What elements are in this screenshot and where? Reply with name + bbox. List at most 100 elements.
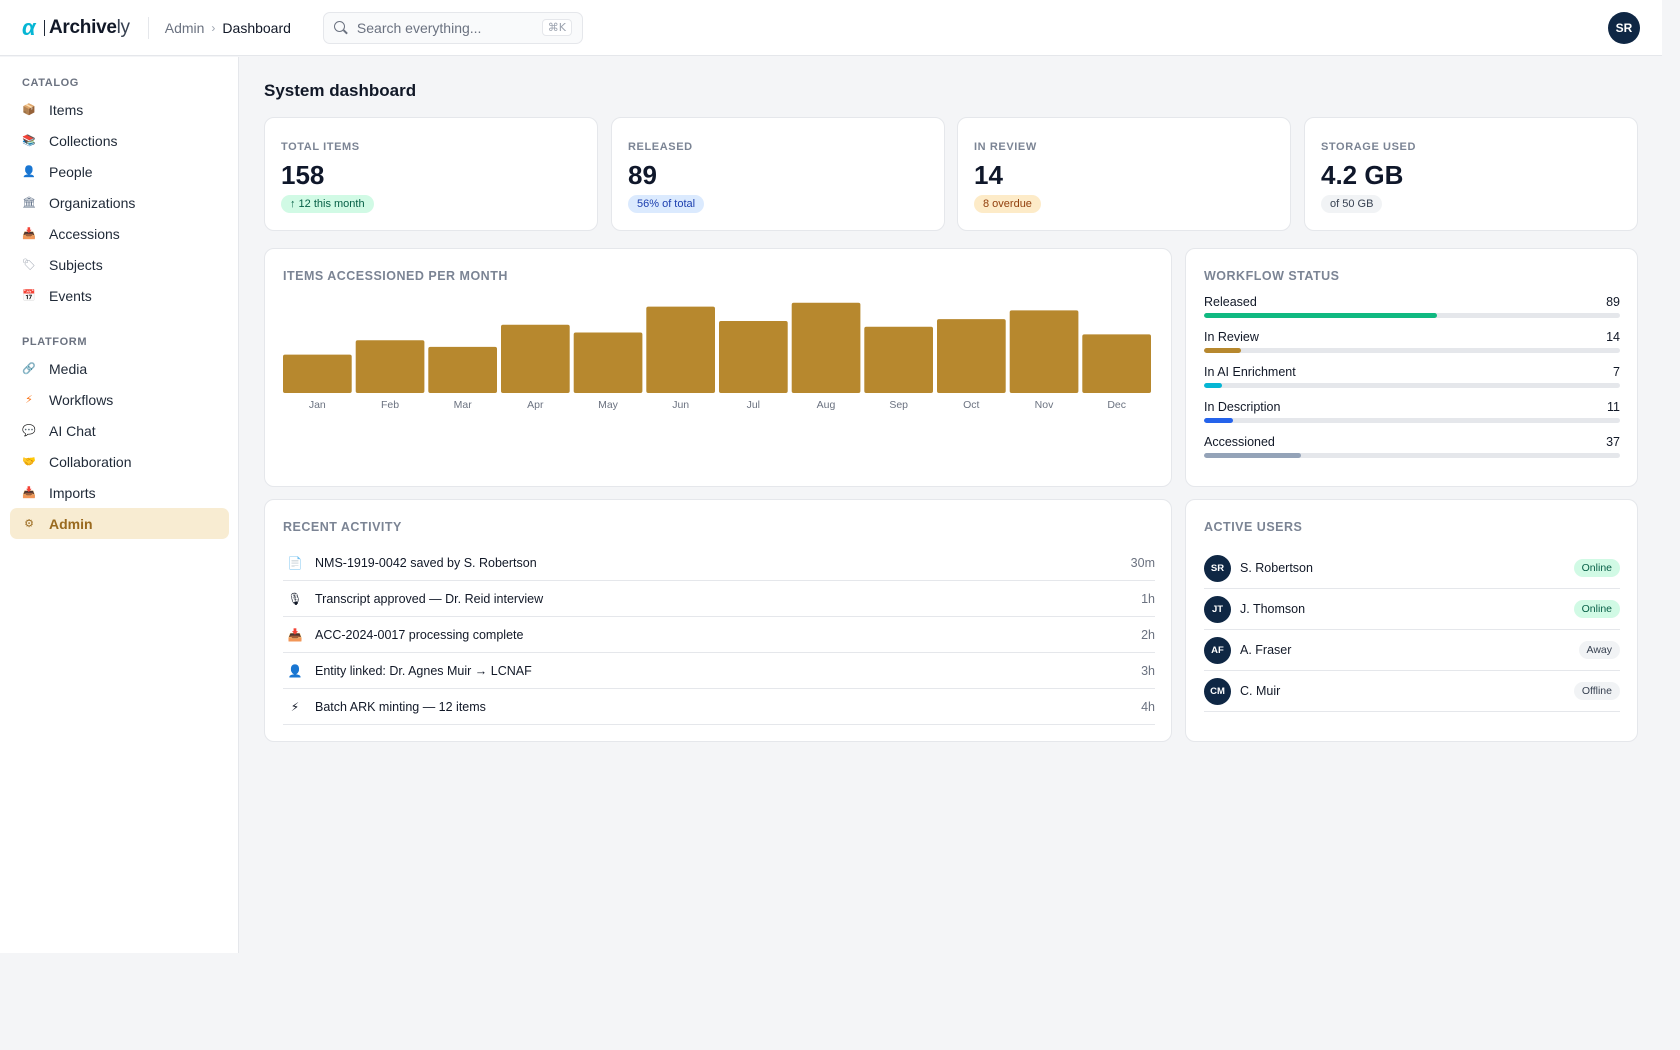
sidebar-item-label: Collections: [49, 132, 118, 149]
users-title: ACTIVE USERS: [1204, 520, 1303, 534]
sidebar-item-ai-chat[interactable]: 💬 AI Chat: [10, 415, 229, 446]
stat-label: STORAGE USED: [1321, 141, 1417, 153]
sidebar-item-workflows[interactable]: ⚡ Workflows: [10, 384, 229, 415]
sidebar-item-people[interactable]: 👤 People: [10, 156, 229, 187]
sidebar-item-label: Subjects: [49, 256, 103, 273]
stat-badge: ↑ 12 this month: [281, 195, 374, 213]
bar-chart: Jan Feb Mar Apr May Jun Jul Aug Sep Oct Nov Dec: [283, 302, 1151, 411]
package-icon: 📦: [22, 103, 36, 116]
workflow-progress-fill: [1204, 418, 1234, 423]
avatar: SR: [1204, 554, 1231, 582]
sidebar-item-label: Media: [49, 360, 88, 377]
user-row[interactable]: CM C. Muir Offline: [1204, 671, 1620, 712]
stat-card-total-items: TOTAL ITEMS 158 ↑ 12 this month: [264, 117, 598, 231]
activity-text: NMS-1919-0042 saved by S. Robertson: [315, 555, 537, 570]
workflow-row-head: In AI Enrichment 7: [1204, 365, 1620, 379]
sidebar-item-label: Admin: [49, 515, 93, 532]
tag-icon: 🏷: [22, 258, 36, 271]
activity-row[interactable]: ⚡ Batch ARK minting — 12 items 4h: [283, 689, 1155, 725]
stat-value: 89: [628, 160, 657, 190]
sidebar-item-collaboration[interactable]: 🤝 Collaboration: [10, 446, 229, 477]
logo-divider: [44, 19, 45, 36]
x-tick-label: Apr: [527, 399, 544, 411]
workflow-label: In Description: [1204, 400, 1281, 414]
workflow-count: 11: [1607, 400, 1620, 414]
bar-apr: [501, 324, 570, 393]
user-avatar[interactable]: SR: [1608, 12, 1640, 44]
bar-mar: [428, 346, 497, 393]
sidebar-item-imports[interactable]: 📥 Imports: [10, 477, 229, 508]
stat-value: 14: [974, 160, 1003, 190]
stat-card-storage-used: STORAGE USED 4.2 GB of 50 GB: [1304, 117, 1638, 231]
user-row[interactable]: SR S. Robertson Online: [1204, 548, 1620, 589]
x-tick-label: May: [598, 399, 619, 411]
breadcrumb-admin[interactable]: Admin: [164, 19, 205, 36]
activity-time: 2h: [1141, 627, 1155, 642]
workflow-label: Accessioned: [1204, 435, 1275, 449]
activity-time: 4h: [1141, 699, 1155, 714]
sidebar-item-admin[interactable]: ⚙ Admin: [10, 508, 229, 539]
sidebar-item-label: Collaboration: [49, 453, 132, 470]
activity-title: RECENT ACTIVITY: [283, 520, 402, 534]
activity-time: 30m: [1130, 555, 1155, 570]
activity-text: Batch ARK minting — 12 items: [315, 699, 486, 714]
bar-jan: [283, 354, 352, 393]
lightning-icon: ⚡: [290, 699, 300, 714]
activity-row[interactable]: 📥 ACC-2024-0017 processing complete 2h: [283, 617, 1155, 653]
sidebar-item-label: Workflows: [49, 391, 114, 408]
inbox-tray-icon: 📥: [22, 486, 36, 499]
status-badge: Offline: [1573, 682, 1620, 700]
sidebar-item-label: AI Chat: [49, 422, 96, 439]
x-tick-label: Jan: [309, 399, 326, 411]
workflow-row: In Description 11: [1204, 400, 1620, 423]
workflow-row: In AI Enrichment 7: [1204, 365, 1620, 388]
activity-row[interactable]: 🎙 Transcript approved — Dr. Reid intervie…: [283, 581, 1155, 617]
sidebar-item-collections[interactable]: 📚 Collections: [10, 125, 229, 156]
logo-text-suffix: ly: [116, 16, 130, 38]
workflow-count: 7: [1613, 365, 1620, 379]
inbox-tray-icon: 📥: [287, 627, 303, 642]
document-icon: 📄: [287, 555, 303, 570]
stat-badge: 56% of total: [628, 195, 705, 213]
sidebar-item-media[interactable]: 🔗 Media: [10, 353, 229, 384]
x-tick-label: Aug: [817, 399, 836, 411]
stat-value: 4.2 GB: [1321, 160, 1404, 190]
bar-aug: [791, 302, 861, 393]
search-icon: [333, 20, 348, 35]
search-input[interactable]: [356, 19, 542, 36]
link-icon: 🔗: [22, 362, 36, 375]
sidebar-item-items[interactable]: 📦 Items: [10, 94, 229, 125]
user-row[interactable]: JT J. Thomson Online: [1204, 589, 1620, 630]
workflow-progress-track: [1204, 418, 1620, 423]
page-title: System dashboard: [264, 81, 417, 100]
logo-text: Archively: [49, 17, 130, 39]
activity-row[interactable]: 👤 Entity linked: Dr. Agnes Muir → LCNAF 3h: [283, 653, 1155, 689]
workflow-label: Released: [1204, 295, 1257, 309]
search-box[interactable]: ⌘K: [322, 11, 583, 44]
user-name: J. Thomson: [1240, 602, 1306, 616]
activity-text: Transcript approved — Dr. Reid interview: [315, 591, 544, 606]
sidebar-item-accessions[interactable]: 📥 Accessions: [10, 218, 229, 249]
workflow-progress-fill: [1204, 313, 1437, 318]
workflow-row-head: Accessioned 37: [1204, 435, 1620, 449]
handshake-icon: 🤝: [22, 455, 36, 468]
stat-value: 158: [281, 160, 325, 190]
avatar: CM: [1204, 677, 1231, 705]
workflow-row: In Review 14: [1204, 330, 1620, 353]
activity-text: ACC-2024-0017 processing complete: [315, 627, 524, 642]
activity-row[interactable]: 📄 NMS-1919-0042 saved by S. Robertson 30m: [283, 545, 1155, 581]
bar-dec: [1082, 334, 1151, 393]
stat-badge: of 50 GB: [1321, 195, 1383, 213]
bar-jul: [719, 321, 788, 393]
sidebar-item-organizations[interactable]: 🏛 Organizations: [10, 187, 229, 218]
user-row[interactable]: AF A. Fraser Away: [1204, 630, 1620, 671]
sidebar-item-subjects[interactable]: 🏷 Subjects: [10, 249, 229, 280]
logo[interactable]: α Archively: [22, 0, 130, 56]
activity-time: 3h: [1141, 663, 1155, 678]
speech-bubble-icon: 💬: [22, 424, 36, 437]
microphone-icon: 🎙: [287, 591, 303, 606]
sidebar-item-events[interactable]: 📅 Events: [10, 280, 229, 311]
logo-text-main: Archive: [49, 16, 117, 38]
bar-may: [573, 332, 643, 393]
person-icon: 👤: [287, 663, 303, 678]
